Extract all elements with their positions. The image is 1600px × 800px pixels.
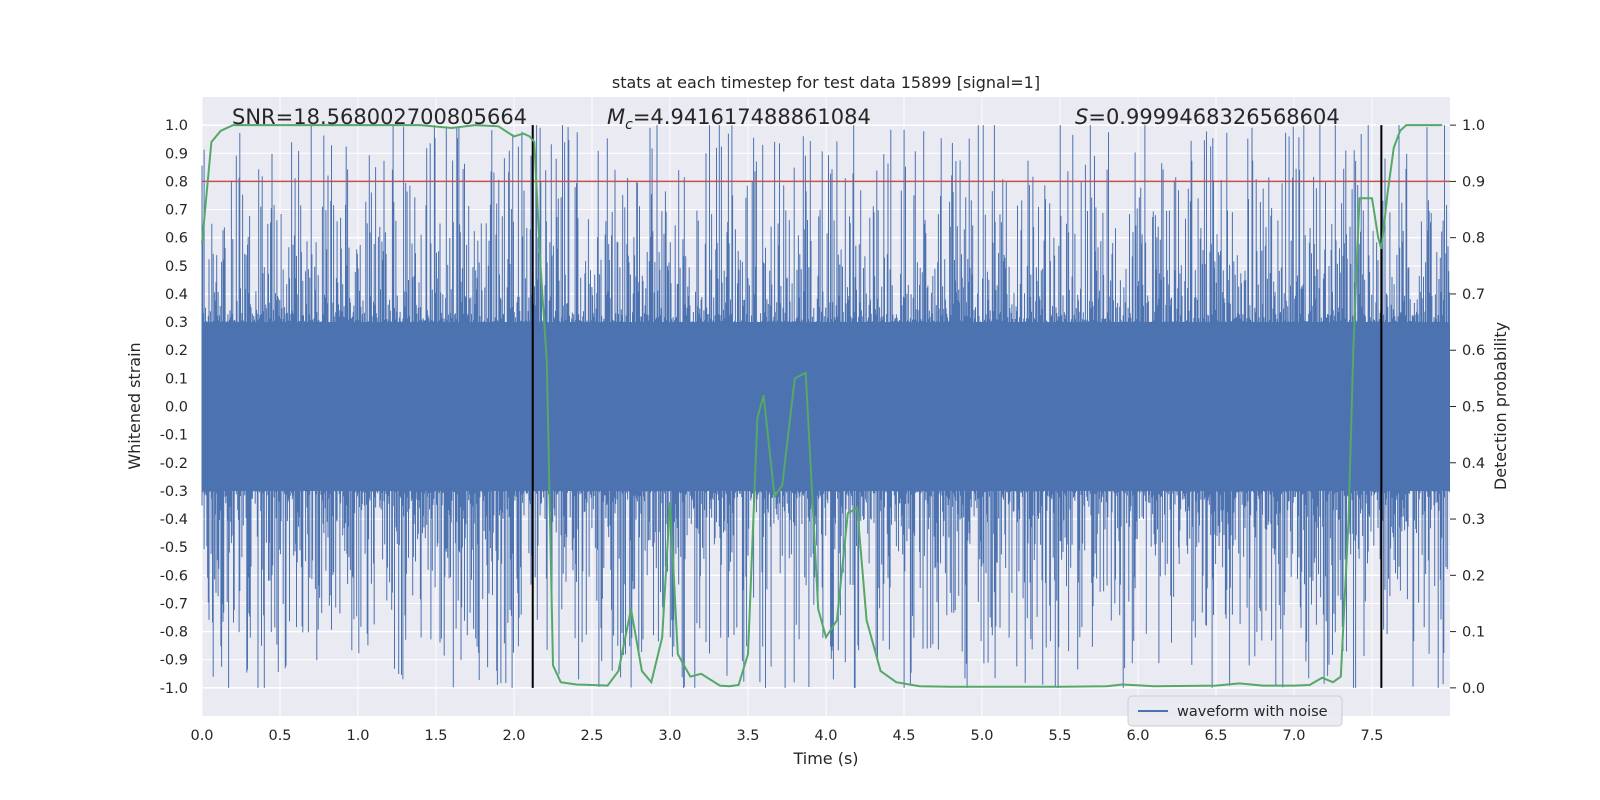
x-tick-label: 5.0 — [970, 728, 993, 744]
legend: waveform with noise — [1127, 695, 1343, 727]
y-tick-label: 0.3 — [165, 315, 188, 331]
x-tick-labels: 0.0 0.5 1.0 1.5 2.0 2.5 3.0 3.5 4.0 4.5 5.0 5.5 6.0 6… — [190, 728, 1383, 744]
y2-tick-label: 1.0 — [1462, 118, 1485, 134]
snr-annotation: SNR=18.568002700805664 — [232, 105, 527, 129]
x-tick-label: 7.0 — [1282, 728, 1305, 744]
y2-tick-label: 0.8 — [1462, 231, 1485, 247]
x-tick-label: 0.0 — [190, 728, 213, 744]
probability-series — [201, 124, 1443, 688]
y2-tick-label: 0.4 — [1462, 456, 1485, 472]
y-tick-label: 0.6 — [165, 231, 188, 247]
y-tick-label: -0.5 — [160, 540, 188, 556]
score-symbol: S — [1075, 105, 1088, 129]
y-tick-label: -0.8 — [160, 625, 188, 641]
x-tick-label: 1.5 — [424, 728, 447, 744]
y-axis-label: Whitened strain — [125, 342, 144, 469]
x-tick-label: 6.5 — [1204, 728, 1227, 744]
overlay-lines — [202, 125, 1450, 688]
y-tick-label: -0.1 — [160, 428, 188, 444]
y-tick-label: 0.8 — [165, 174, 188, 190]
x-axis-label: Time (s) — [792, 749, 858, 768]
y2-axis-label: Detection probability — [1491, 322, 1510, 490]
score-annotation: S=0.9999468326568604 — [1075, 105, 1340, 129]
y-tick-labels: 1.0 0.9 0.8 0.7 0.6 0.5 0.4 0.3 0.2 0.1 0.0 -0.1 -0.… — [160, 118, 188, 697]
y-tick-label: -0.7 — [160, 596, 188, 612]
chart-title: stats at each timestep for test data 158… — [612, 73, 1040, 92]
y2-tick-label: 0.2 — [1462, 568, 1485, 584]
y-tick-label: -0.4 — [160, 512, 188, 528]
y-tick-label: -0.9 — [160, 653, 188, 669]
y2-tick-label: 0.9 — [1462, 174, 1485, 190]
chirp-mass-symbol: M — [607, 105, 625, 129]
y-tick-label: 0.4 — [165, 287, 188, 303]
y-tick-label: 1.0 — [165, 118, 188, 134]
x-tick-label: 2.5 — [580, 728, 603, 744]
y-tick-label: -1.0 — [160, 681, 188, 697]
x-tick-label: 6.0 — [1126, 728, 1149, 744]
y2-tick-label: 0.0 — [1462, 681, 1485, 697]
x-tick-label: 4.0 — [814, 728, 837, 744]
x-tick-label: 7.5 — [1360, 728, 1383, 744]
y2-tick-labels: 1.0 0.9 0.8 0.7 0.6 0.5 0.4 0.3 0.2 0.1 0.0 — [1450, 118, 1485, 697]
y2-tick-label: 0.3 — [1462, 512, 1485, 528]
legend-label: waveform with noise — [1177, 704, 1328, 720]
chirp-mass-value: =4.941617488861084 — [633, 105, 871, 129]
y-tick-label: 0.2 — [165, 343, 188, 359]
y2-tick-label: 0.1 — [1462, 625, 1485, 641]
x-tick-label: 0.5 — [268, 728, 291, 744]
y-tick-label: 0.7 — [165, 203, 188, 219]
y2-tick-label: 0.6 — [1462, 343, 1485, 359]
x-tick-label: 4.5 — [892, 728, 915, 744]
y-tick-label: -0.2 — [160, 456, 188, 472]
chirp-mass-subscript: c — [625, 117, 633, 133]
y-tick-label: 0.5 — [165, 259, 188, 275]
x-tick-label: 3.0 — [658, 728, 681, 744]
y2-tick-label: 0.5 — [1462, 400, 1485, 416]
y-tick-label: -0.6 — [160, 568, 188, 584]
legend-box — [1127, 695, 1343, 727]
y-tick-label: 0.9 — [165, 146, 188, 162]
x-tick-label: 1.0 — [346, 728, 369, 744]
y-tick-label: 0.0 — [165, 400, 188, 416]
x-tick-label: 2.0 — [502, 728, 525, 744]
chirp-mass-annotation: Mc=4.941617488861084 — [607, 105, 871, 133]
x-tick-label: 5.5 — [1048, 728, 1071, 744]
score-value: =0.9999468326568604 — [1088, 105, 1339, 129]
waveform-series — [201, 125, 1450, 688]
y-tick-label: 0.1 — [165, 371, 188, 387]
x-tick-label: 3.5 — [736, 728, 759, 744]
detection-probability-line — [201, 124, 1443, 688]
y2-tick-label: 0.7 — [1462, 287, 1485, 303]
waveform-line — [201, 125, 1450, 688]
y-tick-label: -0.3 — [160, 484, 188, 500]
